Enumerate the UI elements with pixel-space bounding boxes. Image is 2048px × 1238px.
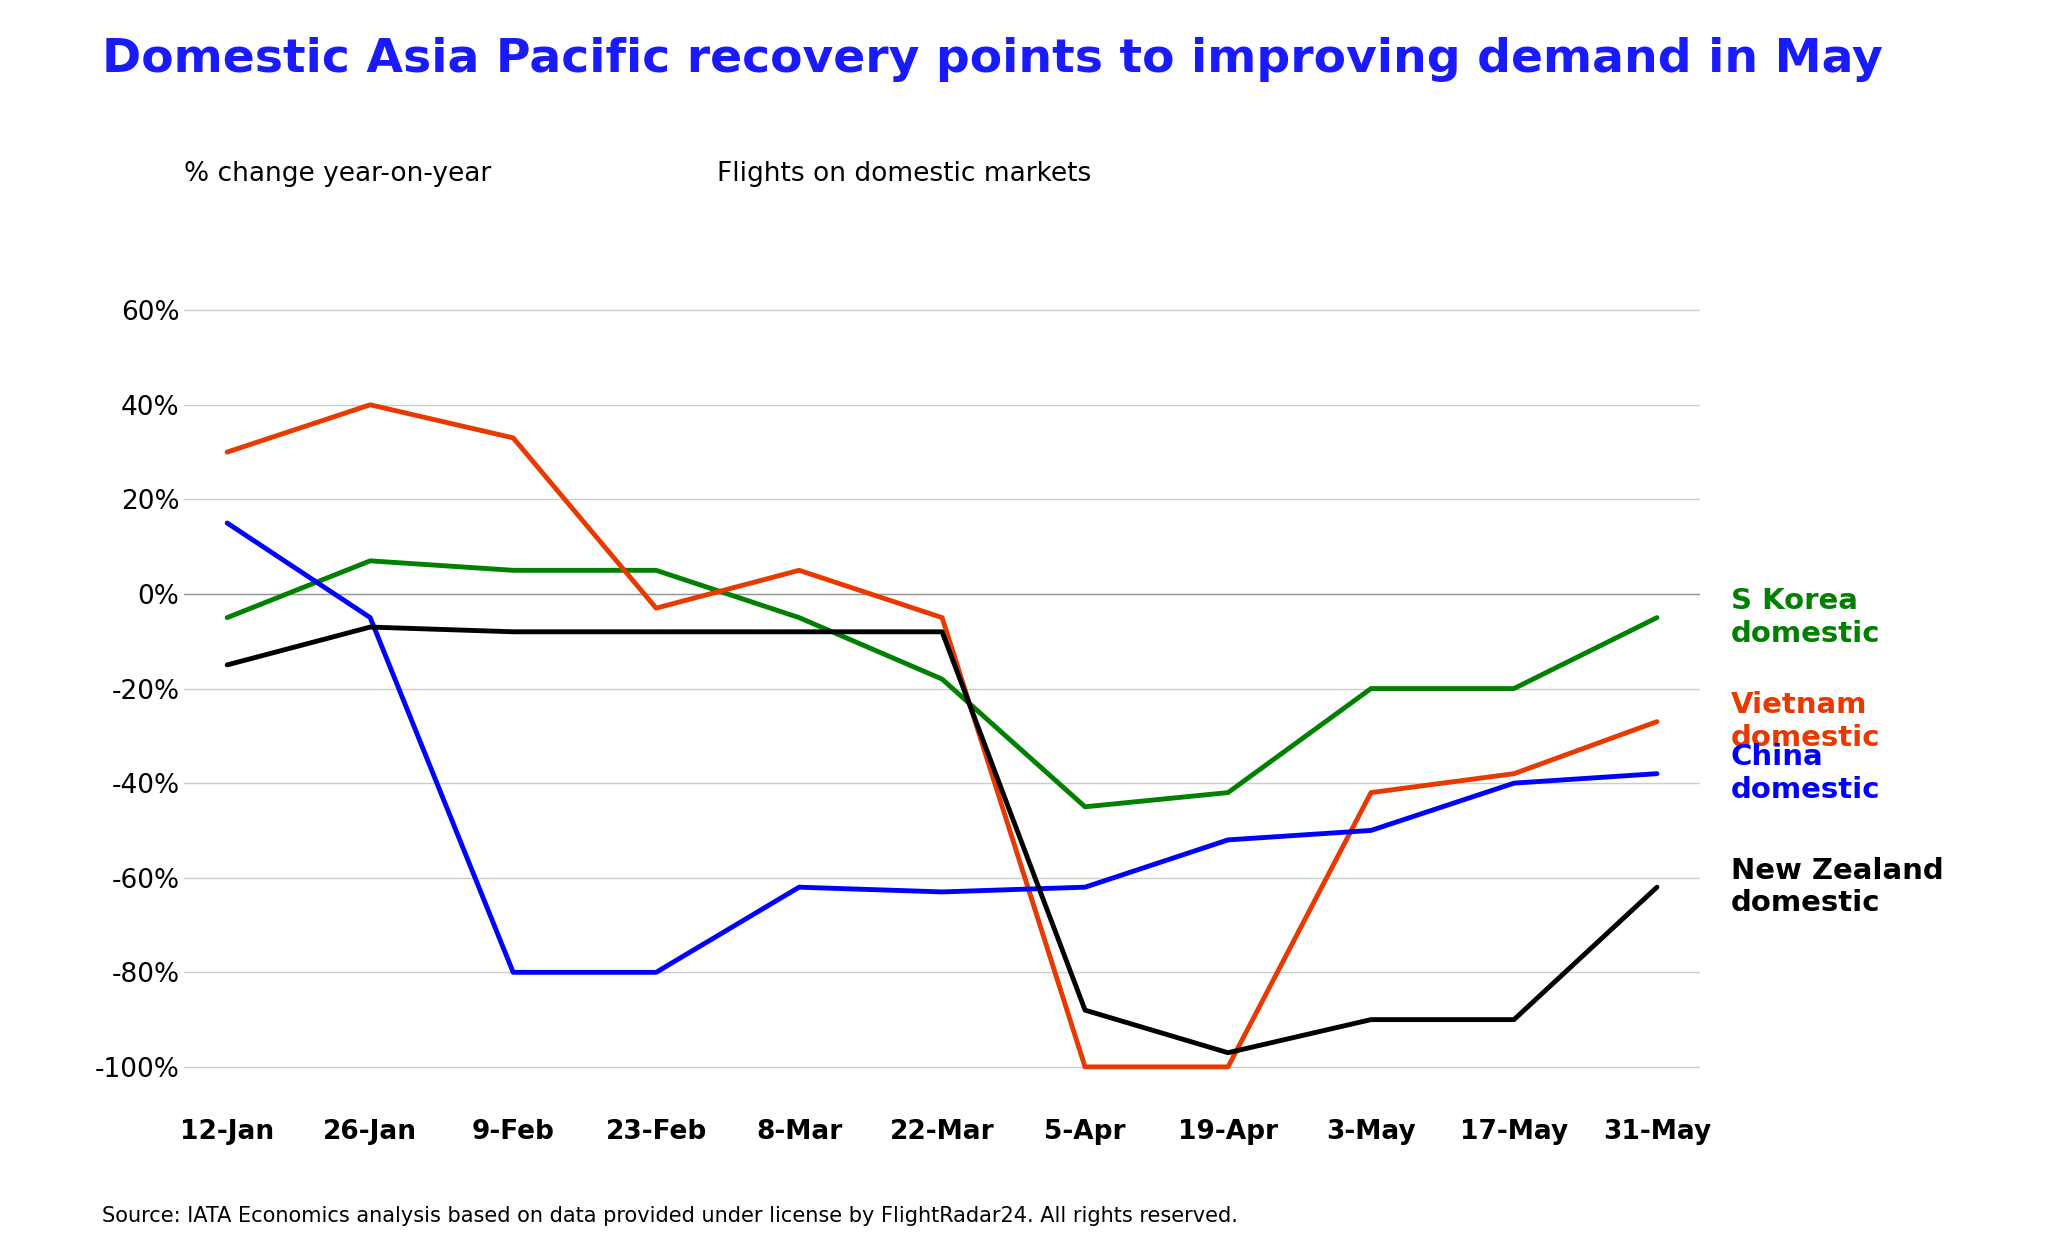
Text: Vietnam
domestic: Vietnam domestic bbox=[1731, 692, 1880, 751]
Text: New Zealand
domestic: New Zealand domestic bbox=[1731, 857, 1944, 917]
Text: Source: IATA Economics analysis based on data provided under license by FlightRa: Source: IATA Economics analysis based on… bbox=[102, 1206, 1239, 1226]
Text: China
domestic: China domestic bbox=[1731, 744, 1880, 803]
Text: S Korea
domestic: S Korea domestic bbox=[1731, 587, 1880, 647]
Text: Domestic Asia Pacific recovery points to improving demand in May: Domestic Asia Pacific recovery points to… bbox=[102, 37, 1884, 82]
Text: % change year-on-year: % change year-on-year bbox=[184, 161, 492, 187]
Text: Flights on domestic markets: Flights on domestic markets bbox=[717, 161, 1092, 187]
